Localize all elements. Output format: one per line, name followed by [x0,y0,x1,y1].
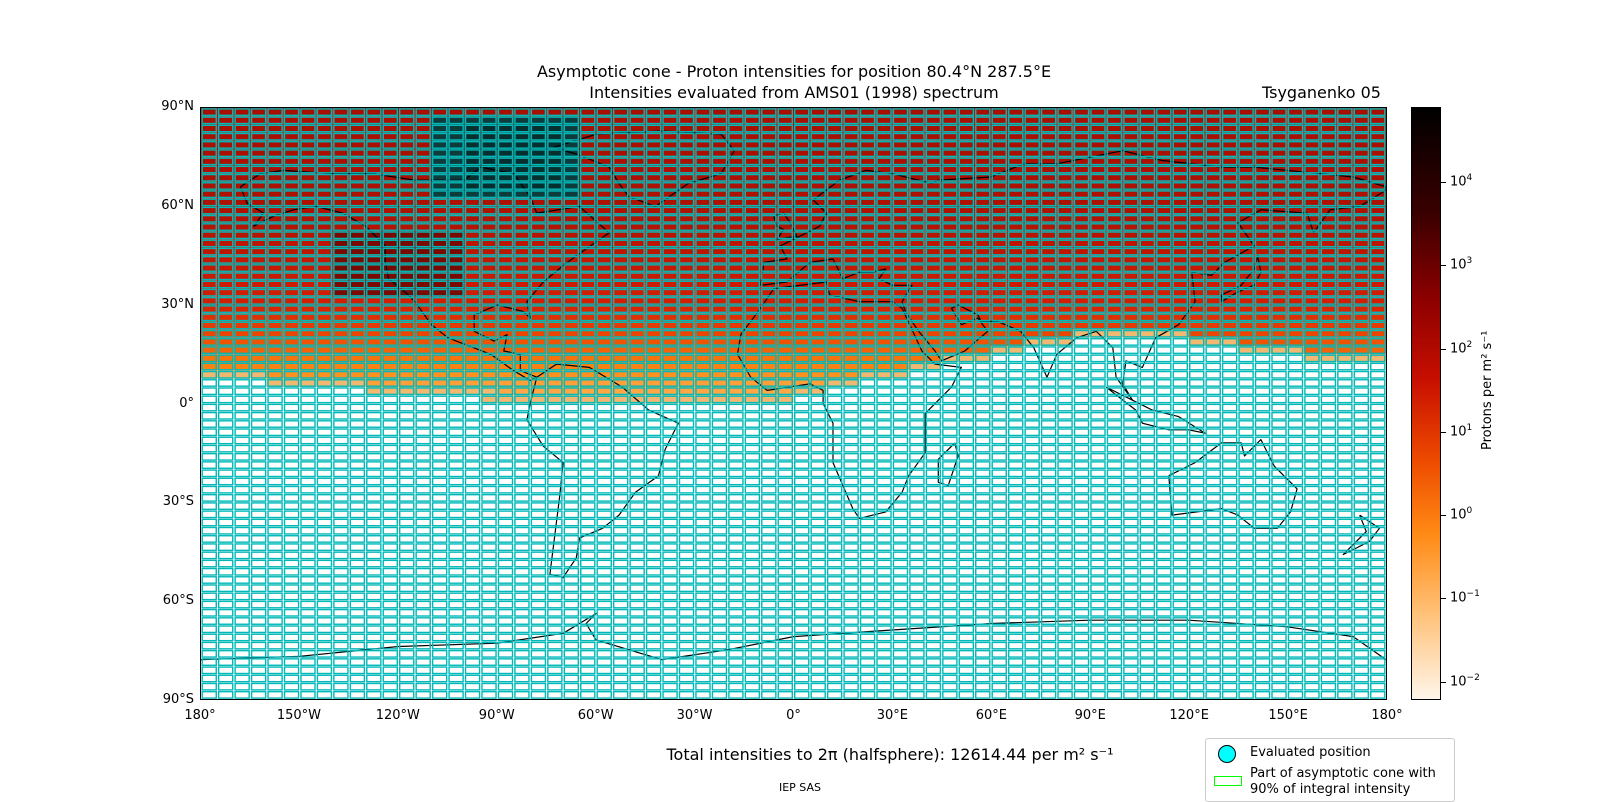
longitude-label: 180° [170,708,230,723]
latitude-label: 60°N [150,198,194,213]
latitude-label: 30°S [150,494,194,509]
longitude-label: 60°W [566,708,626,723]
latitude-label: 90°N [150,99,194,114]
model-label: Tsyganenko 05 [1262,83,1381,102]
chart-title: Asymptotic cone - Proton intensities for… [0,62,1588,81]
longitude-label: 90°W [467,708,527,723]
latitude-label: 90°S [150,692,194,707]
map-plot-area [200,107,1387,700]
longitude-label: 0° [764,708,824,723]
longitude-label: 120°E [1159,708,1219,723]
longitude-label: 60°E [961,708,1021,723]
intensity-cells [201,108,1386,699]
longitude-label: 150°E [1258,708,1318,723]
longitude-label: 30°W [665,708,725,723]
latitude-label: 0° [150,396,194,411]
longitude-label: 30°E [862,708,922,723]
longitude-label: 90°E [1060,708,1120,723]
latitude-label: 30°N [150,297,194,312]
intensity-map [201,108,1386,699]
longitude-label: 120°W [368,708,428,723]
longitude-label: 150°W [269,708,329,723]
latitude-label: 60°S [150,593,194,608]
longitude-label: 180° [1357,708,1417,723]
